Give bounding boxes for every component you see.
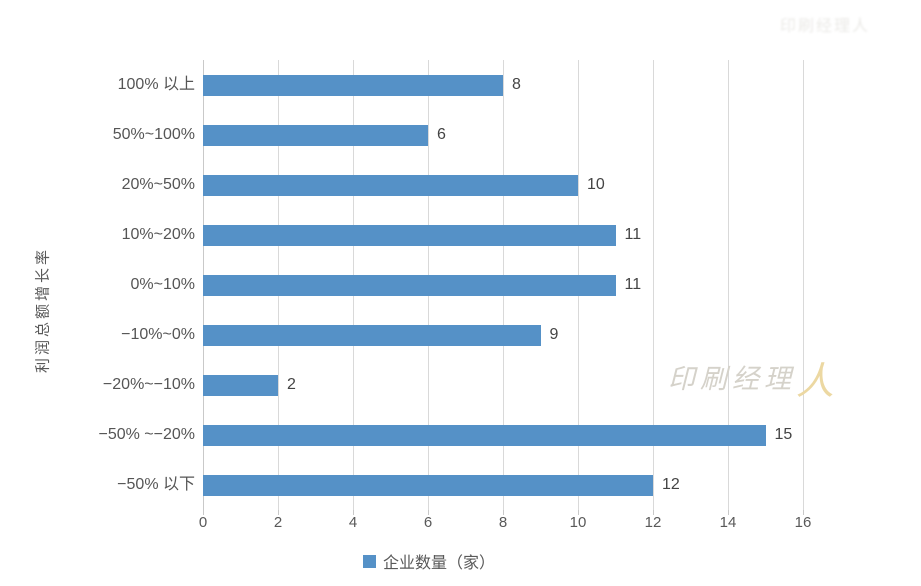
gridline	[653, 60, 654, 510]
x-axis-tick	[653, 510, 654, 515]
x-axis-tick-label: 4	[348, 514, 358, 531]
x-axis-tick-label: 16	[794, 514, 812, 531]
bar	[203, 124, 428, 146]
category-label: 0%~10%	[130, 276, 196, 293]
legend-swatch-icon	[363, 554, 376, 568]
bar	[203, 374, 278, 396]
category-label: −50% ~−20%	[98, 426, 195, 443]
x-axis-tick	[203, 510, 204, 515]
bar	[203, 174, 578, 196]
legend: 企业数量（家）	[363, 549, 495, 573]
x-axis-tick-label: 0	[198, 514, 208, 531]
bar-value-label: 15	[774, 426, 793, 443]
category-label: 10%~20%	[121, 226, 195, 243]
faint-corner-watermark: 印刷经理人	[780, 18, 871, 35]
x-axis-tick-label: 14	[719, 514, 737, 531]
category-label: −50% 以下	[117, 476, 195, 493]
bar	[203, 74, 503, 96]
bar	[203, 224, 616, 246]
x-axis-tick	[503, 510, 504, 515]
x-axis-tick	[578, 510, 579, 515]
x-axis-tick	[353, 510, 354, 515]
bar-value-label: 2	[287, 376, 296, 393]
x-axis-tick-label: 10	[569, 514, 587, 531]
category-label: −20%~−10%	[102, 376, 195, 393]
bar-value-label: 11	[624, 226, 642, 243]
x-axis-tick-label: 8	[498, 514, 508, 531]
bar-value-label: 10	[587, 176, 605, 193]
plot-area: 8 6 10 11 11 9 2 15 12	[203, 60, 804, 510]
gridline	[728, 60, 729, 510]
category-label: 100% 以上	[117, 76, 195, 93]
x-axis-tick	[728, 510, 729, 515]
x-axis-tick	[803, 510, 804, 515]
x-axis-tick	[278, 510, 279, 515]
gridline	[803, 60, 804, 510]
bar-value-label: 12	[662, 476, 680, 493]
bar	[203, 274, 616, 296]
category-label: 20%~50%	[121, 176, 195, 193]
bar-value-label: 11	[624, 276, 642, 293]
bar-value-label: 6	[437, 126, 446, 143]
category-label: 50%~100%	[112, 126, 195, 143]
bar	[203, 474, 653, 496]
bar	[203, 424, 766, 446]
category-label: −10%~0%	[121, 326, 195, 343]
bar-value-label: 9	[549, 326, 559, 343]
x-axis-tick-label: 6	[423, 514, 433, 531]
x-axis-tick-label: 12	[644, 514, 662, 531]
x-axis-tick-label: 2	[273, 514, 283, 531]
bar-value-label: 8	[512, 76, 521, 93]
bar	[203, 324, 541, 346]
x-axis-tick	[428, 510, 429, 515]
legend-label: 企业数量（家）	[383, 555, 496, 572]
